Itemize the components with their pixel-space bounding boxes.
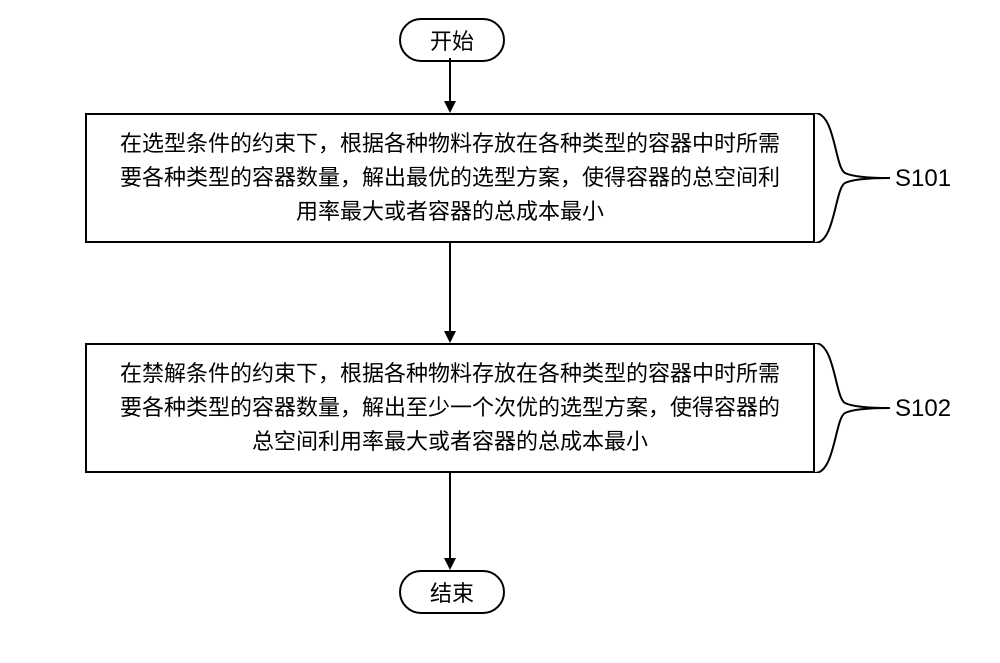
process-step-2-text: 在禁解条件的约束下，根据各种物料存放在各种类型的容器中时所需要各种类型的容器数量… [111,357,789,459]
start-terminator: 开始 [399,18,505,62]
brace-s101 [815,113,895,243]
edge-step1-to-step2 [444,243,456,343]
flowchart-canvas: 开始 在选型条件的约束下，根据各种物料存放在各种类型的容器中时所需要各种类型的容… [0,0,1000,663]
process-step-2: 在禁解条件的约束下，根据各种物料存放在各种类型的容器中时所需要各种类型的容器数量… [85,343,815,473]
brace-s102 [815,343,895,473]
step-label-s102: S102 [895,395,951,423]
step-label-s101: S101 [895,165,951,193]
edge-start-to-step1 [444,58,456,113]
edge-step2-to-end [444,473,456,570]
edges-layer [0,0,1000,663]
start-text: 开始 [430,24,474,56]
process-step-1: 在选型条件的约束下，根据各种物料存放在各种类型的容器中时所需要各种类型的容器数量… [85,113,815,243]
process-step-1-text: 在选型条件的约束下，根据各种物料存放在各种类型的容器中时所需要各种类型的容器数量… [111,127,789,229]
end-text: 结束 [430,576,474,608]
end-terminator: 结束 [399,570,505,614]
